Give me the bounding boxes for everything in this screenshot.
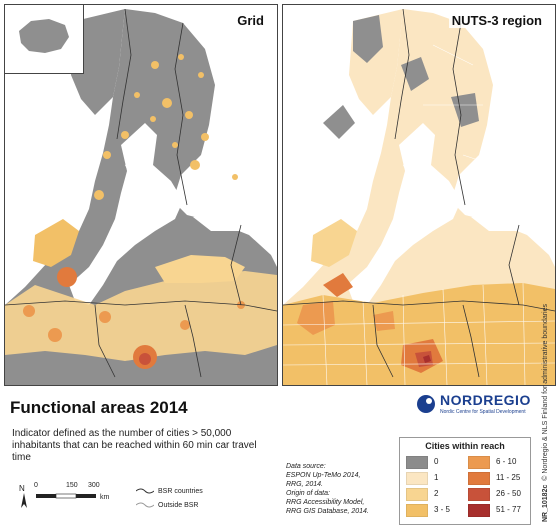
legend-item: 1 (406, 472, 439, 485)
source-line: Data source: (286, 463, 326, 470)
legend-item: 26 - 50 (468, 488, 521, 501)
source-line: Origin of data: (286, 490, 330, 497)
boundary-label: BSR countries (158, 488, 203, 495)
nuts3-map (283, 8, 555, 385)
legend-item: 3 - 5 (406, 504, 451, 517)
legend-item: 6 - 10 (468, 456, 517, 469)
boundary-legend-bsr: BSR countries (135, 486, 203, 498)
legend-swatch (406, 488, 428, 501)
grid-patches-north (94, 54, 238, 200)
nuts-regions-zero (323, 15, 479, 139)
nordregio-logo-icon (417, 395, 435, 413)
scale-tick: 300 (88, 482, 100, 489)
svg-text:N: N (19, 484, 25, 493)
legend-swatch (406, 504, 428, 517)
scale-tick: 0 (34, 482, 38, 489)
legend-swatch (468, 504, 490, 517)
source-line: RRG GIS Database, 2014. (286, 508, 369, 515)
legend-label: 2 (434, 489, 439, 498)
legend-label: 51 - 77 (496, 505, 521, 514)
scale-bar-graphic (36, 493, 96, 499)
source-line: ESPON Up-TeMo 2014, (286, 472, 361, 479)
scale-bar: N 0 150 300 km (16, 482, 126, 514)
legend-swatch (468, 456, 490, 469)
legend-cities-within-reach: Cities within reach 0 1 2 3 - 5 6 - 10 1… (399, 437, 531, 525)
legend-item: 51 - 77 (468, 504, 521, 517)
source-line: RRG, 2014. (286, 481, 323, 488)
legend-swatch (468, 488, 490, 501)
source-line: RRG Accessibility Model, (286, 499, 365, 506)
country-boundaries (5, 8, 277, 378)
inset-map-iceland (5, 5, 84, 74)
scale-tick: 150 (66, 482, 78, 489)
map-panel-grid: Grid (4, 4, 278, 386)
logo-name: NORDREGIO (440, 392, 531, 408)
legend-swatch (468, 472, 490, 485)
legend-title: Cities within reach (425, 441, 505, 451)
legend-label: 6 - 10 (496, 457, 517, 466)
bsr-line-icon (135, 488, 155, 494)
boundary-legend-outside: Outside BSR (135, 500, 199, 512)
legend-label: 26 - 50 (496, 489, 521, 498)
scale-unit: km (100, 494, 110, 501)
legend-item: 11 - 25 (468, 472, 521, 485)
credit-id: NR_10182c (542, 484, 549, 522)
legend-swatch (406, 456, 428, 469)
map-title: Functional areas 2014 (10, 398, 188, 417)
data-source: Data source: ESPON Up-TeMo 2014, RRG, 20… (286, 462, 369, 516)
legend-label: 11 - 25 (496, 473, 521, 482)
legend-item: 0 (406, 456, 439, 469)
north-arrow-icon: N (19, 484, 27, 508)
nordregio-logo: NORDREGIO Nordic Centre for Spatial Deve… (416, 392, 536, 420)
map-panel-nuts3: NUTS-3 region (282, 4, 556, 386)
baltic-sea (69, 123, 183, 305)
boundary-legend: BSR countries Outside BSR (135, 486, 246, 516)
legend-label: 0 (434, 457, 439, 466)
boundary-label: Outside BSR (158, 502, 199, 509)
map-subtitle: Indicator defined as the number of citie… (12, 428, 257, 463)
grid-patches-south (5, 271, 277, 361)
legend-swatch (406, 472, 428, 485)
outside-line-icon (135, 502, 155, 508)
legend-label: 1 (434, 473, 439, 482)
legend-item: 2 (406, 488, 439, 501)
panel-label-nuts3: NUTS-3 region (448, 13, 545, 28)
credit-text: © Nordregio & NLS Finland for administra… (542, 303, 549, 481)
legend-label: 3 - 5 (434, 505, 451, 514)
credit-vertical: NR_10182c © Nordregio & NLS Finland for … (534, 304, 556, 522)
logo-tagline: Nordic Centre for Spatial Development (440, 409, 526, 415)
grid-map (5, 8, 277, 385)
panel-label-grid: Grid (234, 13, 267, 28)
